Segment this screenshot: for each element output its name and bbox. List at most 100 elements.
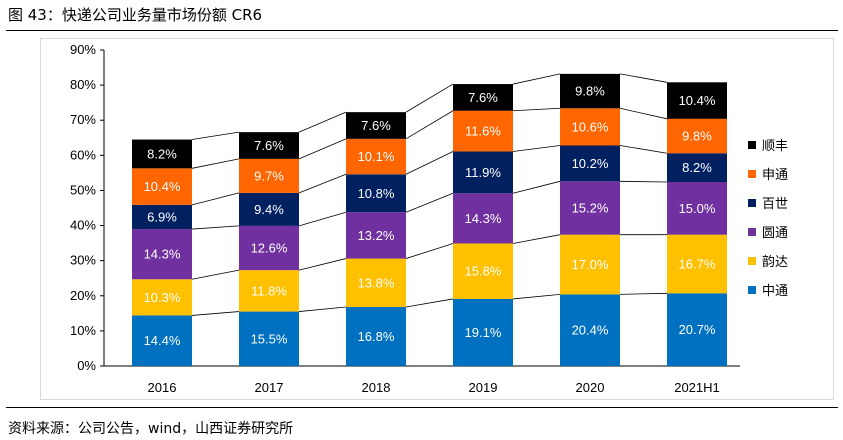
y-tick-label: 90% [70, 42, 96, 57]
bar-segment [560, 234, 620, 295]
y-axis: 0% 10% 20% 30% 40% 50% 60% 70% 80% 90% [70, 42, 740, 373]
y-tick-label: 50% [70, 182, 96, 197]
bar-segment [132, 279, 192, 316]
connector-lines [191, 73, 668, 316]
connector-line [298, 111, 347, 133]
data-label: 9.7% [254, 168, 284, 183]
y-tick-label: 70% [70, 112, 96, 127]
x-tick-label: 2019 [469, 380, 498, 395]
bar-segment [132, 168, 192, 205]
bar-segment [667, 118, 727, 154]
legend-swatch [748, 228, 756, 236]
legend-label: 申通 [762, 168, 788, 183]
connector-line [405, 243, 454, 259]
legend-swatch [748, 141, 756, 149]
connector-line [619, 180, 668, 183]
x-tick-label: 2020 [576, 380, 605, 395]
data-label: 7.6% [254, 138, 284, 153]
legend-label: 中通 [762, 284, 788, 299]
bar-segment [453, 243, 513, 299]
connector-line [298, 306, 347, 312]
legend-label: 圆通 [762, 226, 788, 241]
x-tick-label: 2018 [362, 380, 391, 395]
bar-segment [667, 234, 727, 294]
data-label: 20.7% [679, 322, 716, 337]
source-note: 资料来源：公司公告，wind，山西证券研究所 [8, 421, 294, 437]
y-tick-label: 60% [70, 147, 96, 162]
data-label: 15.8% [465, 264, 502, 279]
data-label: 8.2% [682, 160, 712, 175]
bars: 14.4% 10.3% 14.3% 6.9% 10.4% 8.2% 15.5% 11.8% 12… [132, 73, 727, 366]
bar-segment [453, 151, 513, 194]
connector-line [298, 138, 347, 160]
bar-segment [346, 307, 406, 366]
bar-segment [667, 182, 727, 235]
connector-line [405, 151, 454, 175]
data-label: 10.2% [572, 156, 609, 171]
bar-segment [453, 298, 513, 366]
data-label: 11.8% [251, 283, 287, 298]
connector-line [512, 293, 561, 300]
legend-label: 百世 [762, 197, 788, 212]
bar-segment [132, 315, 192, 366]
connector-line [405, 110, 454, 140]
bar-segment [560, 294, 620, 366]
legend-swatch [748, 199, 756, 207]
y-tick-label: 10% [70, 323, 96, 338]
data-label: 14.4% [144, 333, 181, 348]
data-label: 13.8% [358, 275, 395, 290]
connector-line [191, 269, 240, 280]
connector-line [298, 211, 347, 227]
bar-segment [453, 193, 513, 244]
y-tick-label: 20% [70, 288, 96, 303]
connector-line [191, 158, 240, 169]
y-tick-label: 80% [70, 77, 96, 92]
data-label: 9.8% [575, 84, 605, 99]
data-label: 11.6% [465, 124, 501, 139]
data-label: 16.8% [358, 329, 395, 344]
connector-line [405, 298, 454, 308]
bar-segment [453, 110, 513, 152]
y-tick-label: 40% [70, 218, 96, 233]
data-label: 20.4% [572, 323, 609, 338]
data-label: 15.5% [251, 331, 288, 346]
data-label: 13.2% [358, 228, 395, 243]
connector-line [619, 292, 668, 295]
data-label: 10.1% [358, 149, 395, 164]
connector-line [191, 192, 240, 206]
bar-segment [346, 212, 406, 259]
data-label: 12.6% [251, 241, 288, 256]
data-label: 10.6% [572, 119, 609, 134]
connector-line [405, 83, 454, 113]
connector-line [191, 311, 240, 316]
bar-segment [667, 293, 727, 366]
data-label: 8.2% [147, 146, 177, 161]
bar-segment [239, 132, 299, 159]
data-label: 15.2% [572, 201, 609, 216]
legend-swatch [748, 170, 756, 178]
x-tick-label: 2016 [148, 380, 177, 395]
data-label: 11.9% [465, 165, 501, 180]
bar-segment [239, 311, 299, 366]
data-label: 10.4% [144, 179, 181, 194]
data-label: 7.6% [468, 90, 498, 105]
top-rule [6, 30, 838, 31]
bar-segment [560, 181, 620, 235]
legend-swatch [748, 286, 756, 294]
bar-segment [132, 204, 192, 230]
bar-segment [346, 258, 406, 308]
data-label: 10.4% [679, 93, 716, 108]
y-tick-label: 30% [70, 253, 96, 268]
bottom-rule [6, 407, 838, 408]
data-label: 15.0% [679, 201, 716, 216]
data-label: 19.1% [465, 325, 502, 340]
legend-swatch [748, 257, 756, 265]
x-tick-label: 2017 [255, 380, 284, 395]
y-tick-label: 0% [77, 358, 96, 373]
bar-segment [239, 192, 299, 226]
data-label: 9.4% [254, 202, 284, 217]
bar-segment [132, 139, 192, 169]
connector-line [512, 73, 561, 85]
